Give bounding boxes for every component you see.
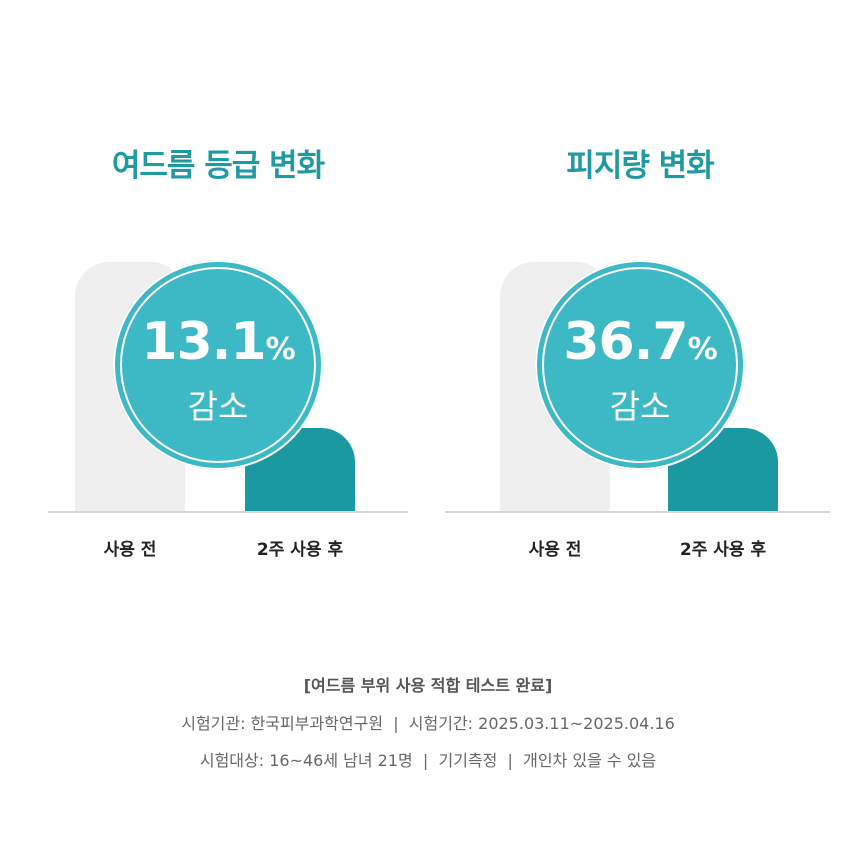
x-label-before: 사용 전	[528, 540, 582, 560]
test-info-line1: 시험기관: 한국피부과학연구원 | 시험기간: 2025.03.11~2025.…	[181, 714, 675, 733]
badge-value: 13.1	[141, 312, 266, 372]
baseline	[48, 511, 408, 513]
badge-unit: %	[265, 332, 296, 367]
badge-label: 감소	[187, 387, 249, 426]
test-heading: [여드름 부위 사용 적합 테스트 완료]	[303, 676, 553, 695]
badge-value: 36.7	[563, 312, 688, 372]
chart-title: 피지량 변화	[566, 148, 714, 184]
baseline	[445, 511, 830, 513]
x-label-after: 2주 사용 후	[679, 540, 767, 560]
chart-acne-grade: 여드름 등급 변화 13.1% 감소 사용 전 2주 사용 후	[48, 148, 408, 560]
x-label-after: 2주 사용 후	[256, 540, 344, 560]
badge-unit: %	[687, 332, 718, 367]
chart-title: 여드름 등급 변화	[111, 148, 325, 184]
test-info-line2: 시험대상: 16~46세 남녀 21명 | 기기측정 | 개인차 있을 수 있음	[199, 751, 657, 770]
x-label-before: 사용 전	[103, 540, 157, 560]
reduction-badge: 36.7% 감소	[535, 260, 745, 470]
reduction-badge: 13.1% 감소	[113, 260, 323, 470]
chart-sebum: 피지량 변화 36.7% 감소 사용 전 2주 사용 후	[445, 148, 830, 560]
badge-label: 감소	[609, 387, 671, 426]
